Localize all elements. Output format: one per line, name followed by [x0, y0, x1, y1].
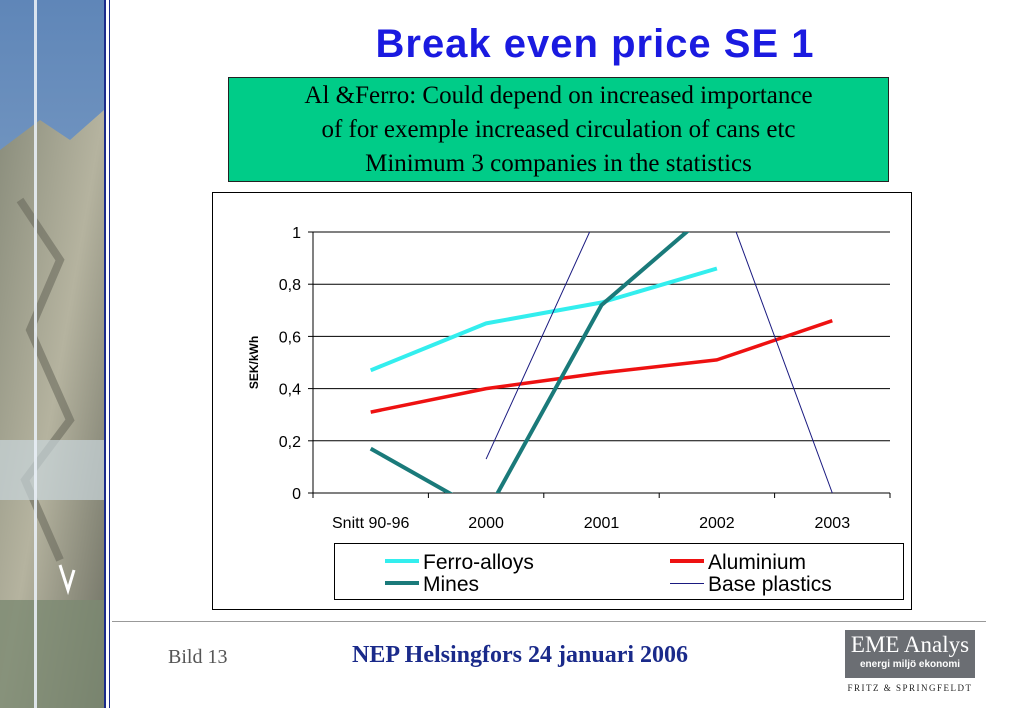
callout-line: Minimum 3 companies in the statistics	[365, 150, 752, 177]
legend-swatch	[670, 559, 704, 564]
slide-title: Break even price SE 1	[375, 22, 815, 66]
x-tick-label: 2003	[815, 515, 851, 532]
chart-legend: Ferro-alloys Aluminium Mines Base plasti…	[334, 543, 904, 600]
legend-label: Base plastics	[708, 573, 832, 596]
y-tick-label: 1	[292, 225, 301, 242]
logo-tagline: FRITZ & SPRINGFELDT	[847, 683, 973, 693]
divider-line-2	[109, 0, 110, 708]
callout-line: Al &Ferro: Could depend on increased imp…	[304, 82, 813, 109]
legend-label: Aluminium	[708, 551, 807, 574]
legend-swatch	[670, 582, 704, 584]
y-axis-label: SEK/kWh	[247, 336, 261, 389]
slide-number: Bild 13	[168, 646, 228, 668]
x-tick-label: 2002	[699, 515, 735, 532]
legend-label: Ferro-alloys	[423, 551, 534, 574]
y-tick-label: 0,6	[279, 329, 301, 346]
legend-item-base-plastics: Base plastics	[670, 574, 832, 596]
logo-name: EME Analys	[850, 632, 970, 657]
legend-swatch	[385, 581, 419, 586]
series-line-base-plastics	[485, 232, 833, 493]
y-tick-label: 0	[292, 486, 301, 503]
footer-text: NEP Helsingfors 24 januari 2006	[352, 642, 689, 668]
callout-line: of for exemple increased circulation of …	[321, 116, 796, 143]
logo-subtitle: energi miljö ekonomi	[859, 659, 961, 670]
legend-label: Mines	[423, 573, 480, 596]
y-tick-label: 0,4	[279, 382, 301, 399]
divider-line-1	[104, 0, 106, 708]
mountain-photo-strip	[0, 0, 104, 708]
legend-item-mines: Mines	[385, 574, 479, 596]
legend-item-ferro-alloys: Ferro-alloys	[385, 552, 534, 574]
callout-box: Al &Ferro: Could depend on increased imp…	[228, 77, 889, 182]
y-tick-label: 0,8	[279, 277, 301, 294]
x-tick-label: 2000	[468, 515, 504, 532]
legend-item-aluminium: Aluminium	[670, 552, 806, 574]
footer-divider	[112, 621, 986, 622]
x-tick-label: Snitt 90-96	[332, 515, 409, 532]
series-line-aluminium	[370, 319, 833, 414]
series-line-mines	[369, 232, 690, 493]
series-line-ferro-alloys	[369, 266, 718, 373]
legend-swatch	[385, 559, 419, 564]
company-logo: EME Analys energi miljö ekonomi	[845, 630, 975, 678]
y-tick-label: 0,2	[279, 434, 301, 451]
x-tick-label: 2001	[584, 515, 620, 532]
chart-frame	[212, 192, 912, 610]
